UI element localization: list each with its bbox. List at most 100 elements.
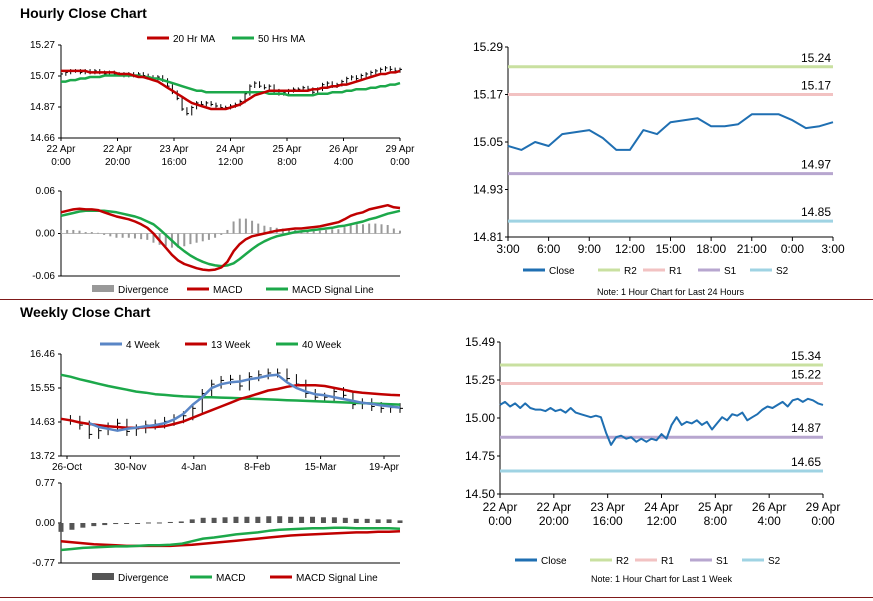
hourly-divergence-bar xyxy=(349,225,352,234)
hourly-last24-xtick-label: 0:00 xyxy=(781,242,805,256)
weekly-last-week-xtick-date: 24 Apr xyxy=(644,500,679,514)
hourly-last24-xtick-label: 18:00 xyxy=(696,242,726,256)
hourly-last24-xtick-label: 12:00 xyxy=(615,242,645,256)
hourly-last24-ytick-label: 14.93 xyxy=(473,183,503,197)
hourly-last24-ytick-label: 14.81 xyxy=(473,230,503,244)
weekly-last-week-level-r1-label: 15.22 xyxy=(791,367,821,381)
hourly-divergence-bar xyxy=(325,229,328,234)
weekly-last-week-level-s1-label: 14.87 xyxy=(791,421,821,435)
hourly-last24-ytick-label: 15.29 xyxy=(473,40,503,54)
weekly-divergence-bar xyxy=(364,518,370,523)
hourly-divergence-bar xyxy=(331,229,334,234)
hourly-divergence-bar xyxy=(164,233,167,247)
hourly-divergence-bar xyxy=(355,224,358,234)
hourly-price-xtick-date: 23 Apr xyxy=(160,144,190,155)
hourly-divergence-bar xyxy=(96,232,99,234)
hourly-divergence-bar xyxy=(386,225,389,234)
weekly-divergence-bar xyxy=(102,523,108,526)
weekly-divergence-bar xyxy=(342,517,348,523)
hourly-divergence-bar xyxy=(140,233,143,240)
weekly-divergence-bar xyxy=(91,523,97,527)
hourly-ma50-line xyxy=(61,74,401,97)
weekly-divergence-bar xyxy=(255,516,261,523)
hourly-divergence-bar xyxy=(109,233,112,237)
hourly-price-xtick-date: 26 Apr xyxy=(329,144,359,155)
weekly-40w-line xyxy=(60,373,401,406)
hourly-price-xtick-time: 4:00 xyxy=(334,157,354,168)
hourly-legend-divergence-swatch xyxy=(92,285,114,292)
hourly-divergence-bar xyxy=(337,229,340,234)
weekly-macd-line xyxy=(60,526,401,552)
hourly-last24-legend-r2-label: R2 xyxy=(624,266,637,277)
hourly-macd-ytick-label: 0.00 xyxy=(36,229,56,240)
weekly-price-xtick-label: 19-Apr xyxy=(369,462,400,473)
weekly-divergence-bar xyxy=(277,516,283,523)
weekly-divergence-bar xyxy=(310,516,316,523)
hourly-price-xtick-time: 16:00 xyxy=(161,157,186,168)
hourly-price-xtick-time: 8:00 xyxy=(277,157,297,168)
hourly-divergence-bar xyxy=(146,233,149,240)
hourly-section-title: Hourly Close Chart xyxy=(20,5,147,21)
hourly-legend-divergence-label: Divergence xyxy=(118,285,169,296)
hourly-last24-xtick-label: 3:00 xyxy=(821,242,845,256)
hourly-last24-xtick-label: 21:00 xyxy=(737,242,767,256)
hourly-macd-ytick-label: 0.06 xyxy=(36,186,56,197)
hourly-divergence-bar xyxy=(306,230,309,234)
weekly-legend-signal-label: MACD Signal Line xyxy=(296,573,378,584)
hourly-ma20-line xyxy=(61,69,401,111)
hourly-divergence-bar xyxy=(177,233,180,248)
hourly-divergence-bar xyxy=(343,227,346,234)
hourly-divergence-bar xyxy=(78,230,81,234)
hourly-price-xtick-time: 20:00 xyxy=(105,157,130,168)
hourly-last24-xtick-label: 15:00 xyxy=(655,242,685,256)
hourly-divergence-bar xyxy=(214,233,217,238)
hourly-divergence-bar xyxy=(318,230,321,234)
hourly-price-xtick-date: 29 Apr xyxy=(386,144,416,155)
weekly-last-week-ytick-label: 15.49 xyxy=(465,335,495,349)
hourly-divergence-bar xyxy=(251,220,254,234)
weekly-legend-divergence-label: Divergence xyxy=(118,573,169,584)
weekly-last-week-xtick-date: 29 Apr xyxy=(806,500,841,514)
weekly-price-xtick-label: 4-Jan xyxy=(181,462,206,473)
hourly-divergence-bar xyxy=(312,230,315,234)
weekly-section-title: Weekly Close Chart xyxy=(20,304,151,320)
weekly-divergence-bar xyxy=(299,516,305,523)
weekly-price-xtick-label: 30-Nov xyxy=(114,462,146,473)
hourly-legend-ma20-label: 20 Hr MA xyxy=(173,34,216,45)
weekly-4w-line xyxy=(88,373,401,432)
weekly-last-week-xtick-time: 16:00 xyxy=(593,514,623,528)
weekly-last-week-level-s2-label: 14.65 xyxy=(791,455,821,469)
weekly-price-ytick-label: 14.63 xyxy=(30,417,55,428)
hourly-last24-level-r2-label: 15.24 xyxy=(801,51,831,65)
weekly-last-week-ytick-label: 14.50 xyxy=(465,487,495,501)
weekly-last-week-xtick-date: 26 Apr xyxy=(752,500,787,514)
weekly-price-xtick-label: 26-Oct xyxy=(52,462,82,473)
hourly-divergence-bar xyxy=(399,230,401,234)
weekly-last-week-level-r2-label: 15.34 xyxy=(791,349,821,363)
weekly-13w-line xyxy=(60,384,401,429)
hourly-divergence-bar xyxy=(201,233,204,242)
hourly-divergence-bar xyxy=(207,233,210,240)
weekly-last-week-ytick-label: 14.75 xyxy=(465,449,495,463)
weekly-divergence-bar xyxy=(145,522,151,524)
hourly-divergence-bar xyxy=(84,232,87,234)
weekly-last-week-xtick-time: 0:00 xyxy=(488,514,512,528)
hourly-divergence-bar xyxy=(90,232,93,234)
weekly-last-week-xtick-date: 22 Apr xyxy=(483,500,518,514)
hourly-last24-level-s1-label: 14.97 xyxy=(801,158,831,172)
hourly-divergence-bar xyxy=(103,233,106,235)
hourly-legend-signal-label: MACD Signal Line xyxy=(292,285,374,296)
hourly-divergence-bar xyxy=(362,224,365,234)
weekly-last-week-ytick-label: 15.25 xyxy=(465,373,495,387)
weekly-macd-ytick-label: -0.77 xyxy=(32,558,55,569)
section-divider xyxy=(0,299,873,300)
weekly-divergence-bar xyxy=(167,521,173,523)
weekly-divergence-bar xyxy=(244,516,250,523)
hourly-last24-legend-s1-label: S1 xyxy=(724,266,737,277)
hourly-divergence-bar xyxy=(380,224,383,234)
weekly-last-week-xtick-date: 22 Apr xyxy=(536,500,571,514)
weekly-divergence-bar xyxy=(135,523,141,524)
hourly-last24-ytick-label: 15.17 xyxy=(473,88,503,102)
hourly-last24-legend-r1-label: R1 xyxy=(669,266,682,277)
